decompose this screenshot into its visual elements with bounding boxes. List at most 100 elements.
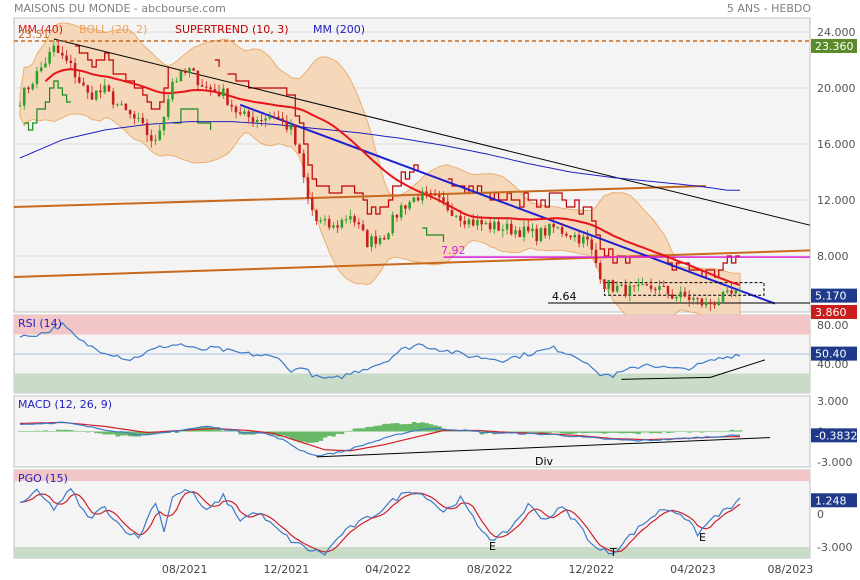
- candle: [103, 85, 106, 93]
- rsi-panel: 80.00 40.00 RSI (14) 50.40: [13, 314, 857, 394]
- macd-title: MACD (12, 26, 9): [18, 398, 112, 411]
- macd-histogram-bar: [123, 431, 129, 436]
- macd-histogram-bar: [111, 431, 116, 435]
- macd-histogram-bar: [733, 430, 739, 432]
- candle: [598, 263, 602, 280]
- macd-histogram-bar: [102, 431, 108, 435]
- candle: [459, 215, 462, 221]
- macd-histogram-bar: [738, 430, 743, 432]
- macd-histogram-bar: [289, 431, 294, 440]
- candle: [374, 236, 378, 244]
- candle: [539, 228, 543, 242]
- candle: [315, 210, 318, 221]
- candle: [615, 285, 619, 292]
- candle: [433, 194, 437, 196]
- candle: [497, 221, 500, 231]
- candle: [137, 117, 140, 119]
- candle: [56, 45, 60, 53]
- candle: [171, 81, 174, 100]
- candle: [141, 117, 145, 124]
- pgo-panel: 0 -3.000 E T E PGO (15) 1.248: [13, 469, 857, 559]
- macd-histogram-bar: [526, 431, 531, 433]
- candle: [548, 223, 551, 236]
- candle: [543, 228, 547, 236]
- candle: [200, 85, 204, 87]
- macd-histogram-bar: [411, 421, 417, 432]
- candle: [586, 236, 589, 240]
- x-tick-4: 12/2022: [568, 563, 614, 576]
- candle: [39, 67, 43, 72]
- macd-histogram-bar: [632, 431, 637, 434]
- candle: [696, 298, 699, 300]
- candle: [370, 236, 373, 247]
- macd-histogram-bar: [73, 430, 78, 432]
- macd-histogram-bar: [174, 431, 180, 433]
- candle: [408, 201, 411, 209]
- candle: [238, 112, 242, 114]
- candle: [607, 280, 610, 289]
- candle: [222, 88, 225, 97]
- candle: [124, 103, 128, 111]
- tag-pgo: 1.248: [815, 494, 847, 507]
- candle: [243, 111, 246, 114]
- macd-histogram-bar: [543, 431, 548, 433]
- macd-histogram-bar: [106, 431, 112, 435]
- candle: [531, 228, 534, 232]
- candle: [336, 225, 339, 228]
- macd-histogram-bar: [145, 431, 150, 435]
- macd-histogram-bar: [208, 427, 213, 432]
- candle: [603, 279, 606, 289]
- candle: [662, 286, 666, 288]
- candle: [289, 124, 293, 130]
- candle: [340, 219, 344, 228]
- macd-histogram-bar: [153, 431, 158, 435]
- channel-upper: [13, 185, 707, 208]
- macd-histogram-bar: [280, 431, 285, 436]
- macd-histogram-bar: [331, 431, 336, 437]
- macd-histogram-bar: [34, 430, 40, 432]
- macd-histogram-bar: [403, 424, 408, 432]
- macd-histogram-bar: [81, 431, 86, 432]
- macd-histogram-bar: [704, 431, 709, 432]
- candle: [99, 90, 102, 93]
- macd-histogram-bar: [221, 430, 226, 432]
- candle: [94, 90, 98, 100]
- rsi-title: RSI (14): [18, 317, 62, 330]
- macd-histogram-bar: [301, 431, 307, 442]
- macd-histogram-bar: [551, 431, 557, 433]
- candle: [128, 110, 132, 115]
- candle: [734, 290, 738, 294]
- macd-histogram-bar: [678, 431, 684, 432]
- macd-histogram-bar: [386, 423, 391, 432]
- candle: [44, 63, 47, 68]
- candle: [425, 191, 428, 194]
- candle: [302, 153, 306, 178]
- candle: [620, 284, 623, 286]
- candle: [120, 103, 123, 105]
- candle: [493, 221, 496, 230]
- candle: [247, 111, 250, 118]
- candle: [687, 296, 691, 300]
- x-tick-5: 04/2023: [670, 563, 716, 576]
- macd-histogram-bar: [39, 431, 44, 432]
- pgo-y-tick-0: 0: [817, 508, 824, 521]
- candle: [22, 87, 26, 106]
- macd-histogram-bar: [687, 431, 692, 433]
- tag-macd: -0.3832: [815, 429, 857, 442]
- candle: [90, 92, 94, 100]
- candle: [86, 85, 90, 93]
- macd-histogram-bar: [22, 431, 27, 432]
- candle: [361, 224, 365, 231]
- macd-histogram-bar: [725, 430, 730, 432]
- candle: [52, 45, 56, 52]
- candle: [641, 284, 644, 286]
- candle: [628, 285, 632, 296]
- macd-histogram-bar: [708, 431, 713, 432]
- candle: [353, 216, 356, 223]
- tag-rsi: 50.40: [815, 348, 847, 361]
- macd-histogram-bar: [60, 429, 65, 432]
- candle: [150, 135, 153, 141]
- macd-histogram-bar: [361, 428, 366, 432]
- pgo-title: PGO (15): [18, 472, 68, 485]
